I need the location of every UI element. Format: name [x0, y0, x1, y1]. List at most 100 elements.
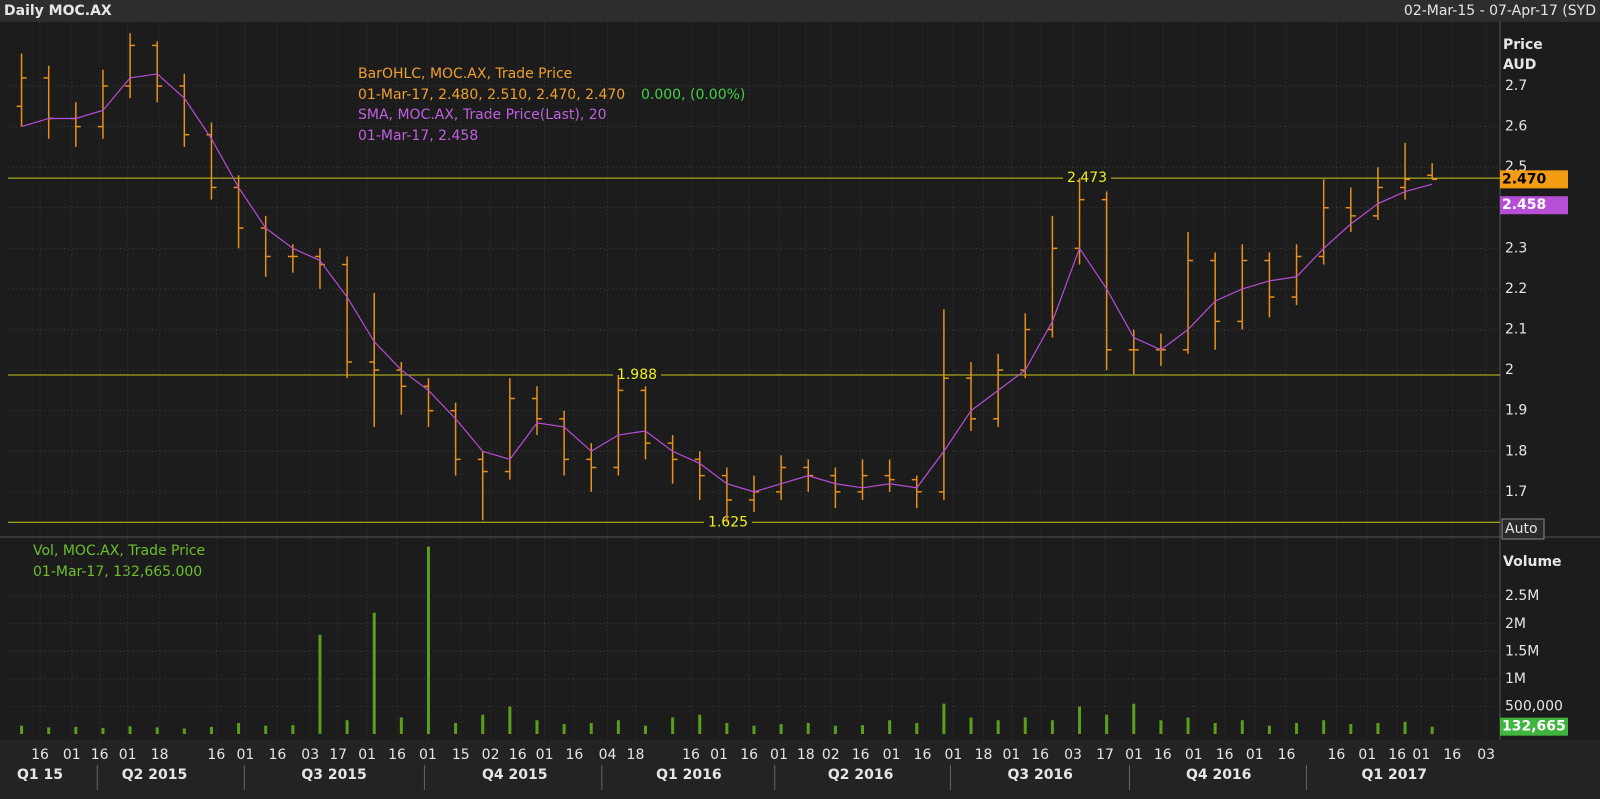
x-tick-label: 16 — [1154, 747, 1172, 763]
x-tick-label: 18 — [975, 747, 993, 763]
y-tick-label: 2.1 — [1505, 322, 1527, 338]
x-tick-label: 16 — [1388, 747, 1406, 763]
x-tick-label: 01 — [1246, 747, 1264, 763]
x-tick-label: 03 — [301, 747, 319, 763]
x-tick-label: 01 — [63, 747, 81, 763]
volume-bar — [833, 725, 837, 734]
level-label-bg — [704, 513, 752, 532]
volume-bar — [1132, 703, 1136, 734]
x-axis-band — [0, 740, 1600, 799]
volume-bar — [671, 717, 675, 734]
volume-bar — [535, 720, 539, 734]
x-tick-label: 02 — [482, 747, 500, 763]
x-tick-label: 16 — [1216, 747, 1234, 763]
volume-bar — [915, 722, 919, 734]
x-group-label: Q4 2016 — [1186, 767, 1251, 783]
x-tick-label: 16 — [740, 747, 758, 763]
y-tick-label: 2.5M — [1505, 588, 1539, 604]
volume-bar — [47, 727, 51, 734]
chart-title: Daily MOC.AX — [4, 3, 112, 19]
volume-bar — [209, 726, 213, 734]
y-tick-label: 1.5M — [1505, 643, 1539, 659]
level-label-bg — [1063, 169, 1111, 188]
y-tick-label: 2.3 — [1505, 240, 1527, 256]
volume-bar — [128, 726, 132, 734]
volume-bar — [779, 724, 783, 734]
volume-bar — [101, 727, 105, 734]
x-tick-label: 15 — [452, 747, 470, 763]
x-group-label: Q1 15 — [17, 767, 63, 783]
volume-bar — [942, 703, 946, 734]
auto-button[interactable] — [1501, 518, 1545, 540]
x-tick-label: 16 — [1443, 747, 1461, 763]
x-group-label: Q1 2016 — [656, 767, 721, 783]
x-tick-label: 18 — [151, 747, 169, 763]
x-tick-label: 16 — [268, 747, 286, 763]
x-tick-label: 01 — [419, 747, 437, 763]
volume-bar — [752, 725, 756, 734]
level-label-bg — [613, 365, 661, 384]
x-group-label: Q3 2016 — [1007, 767, 1072, 783]
x-group-label: Q4 2015 — [482, 767, 547, 783]
x-tick-label: 17 — [1096, 747, 1114, 763]
x-tick-label: 16 — [566, 747, 584, 763]
x-group-label: Q2 2016 — [828, 767, 893, 783]
x-tick-label: 01 — [1412, 747, 1430, 763]
volume-bar — [1105, 714, 1109, 734]
y-tick-label: 500,000 — [1505, 698, 1563, 714]
legend-ohlc-values: 01-Mar-17, 2.480, 2.510, 2.470, 2.470 — [358, 87, 625, 103]
volume-bar — [643, 725, 647, 734]
legend-sma: SMA, MOC.AX, Trade Price(Last), 20 — [358, 107, 607, 123]
level-label: 1.988 — [617, 367, 657, 383]
volume-bar — [318, 634, 322, 734]
x-tick-label: 01 — [1125, 747, 1143, 763]
price-tag-label: 2.470 — [1502, 171, 1547, 187]
y-tick-label: 2 — [1505, 362, 1514, 378]
y-axis-title: Volume — [1503, 554, 1562, 570]
volume-bar — [1376, 722, 1380, 734]
x-tick-label: 16 — [91, 747, 109, 763]
volume-bar — [399, 717, 403, 734]
legend-ohlc-change: 0.000, (0.00%) — [641, 87, 745, 103]
volume-bar — [20, 725, 24, 734]
volume-bar — [1078, 706, 1082, 734]
x-tick-label: 16 — [207, 747, 225, 763]
volume-bar — [996, 720, 1000, 734]
volume-bar — [481, 714, 485, 734]
volume-bar — [861, 725, 865, 734]
y-tick-label: 1M — [1505, 671, 1526, 687]
x-tick-label: 01 — [536, 747, 554, 763]
volume-bar — [1240, 720, 1244, 734]
x-tick-label: 16 — [682, 747, 700, 763]
x-tick-label: 18 — [627, 747, 645, 763]
sma-line — [21, 73, 1433, 493]
volume-bar — [182, 728, 186, 734]
y-tick-label: 1.7 — [1505, 484, 1527, 500]
volume-bar — [1023, 717, 1027, 734]
y-tick-label: 1.8 — [1505, 443, 1527, 459]
y-axis-title: AUD — [1503, 57, 1536, 73]
volume-bar — [291, 725, 295, 734]
volume-bar — [508, 706, 512, 734]
x-tick-label: 01 — [944, 747, 962, 763]
volume-bar — [969, 717, 973, 734]
title-bar — [0, 0, 1600, 22]
legend-volume-values: 01-Mar-17, 132,665.000 — [33, 564, 202, 580]
volume-bar — [454, 722, 458, 734]
x-tick-label: 04 — [599, 747, 617, 763]
x-group-label: Q3 2015 — [301, 767, 366, 783]
legend-sma-values: 01-Mar-17, 2.458 — [358, 128, 478, 144]
x-tick-label: 16 — [1328, 747, 1346, 763]
x-tick-label: 01 — [236, 747, 254, 763]
volume-bar — [372, 612, 376, 734]
volume-tag-label: 132,665 — [1502, 719, 1566, 735]
volume-bar — [1213, 722, 1217, 734]
volume-bar — [888, 720, 892, 734]
auto-label[interactable]: Auto — [1505, 521, 1538, 537]
y-tick-label: 2.6 — [1505, 119, 1527, 135]
y-tick-label: 1.9 — [1505, 403, 1527, 419]
volume-bar — [237, 722, 241, 734]
x-tick-label: 16 — [914, 747, 932, 763]
volume-bar — [1159, 720, 1163, 734]
